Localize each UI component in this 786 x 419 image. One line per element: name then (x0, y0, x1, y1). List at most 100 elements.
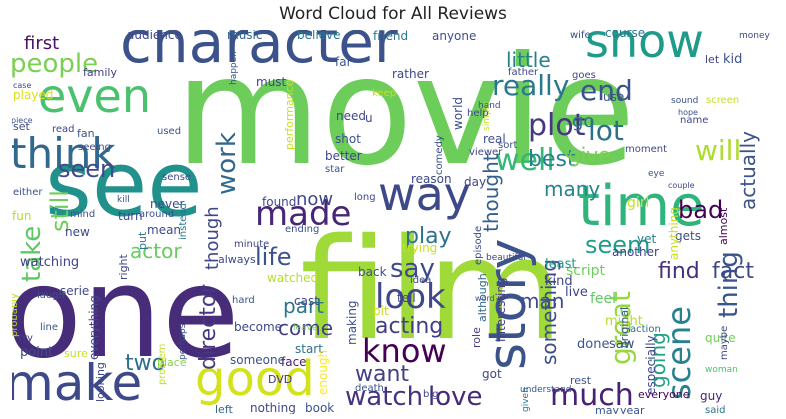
word-gets: gets (675, 229, 701, 243)
word-happen: happen (229, 51, 239, 85)
word-let: let (705, 53, 720, 66)
word-bit: bit (373, 304, 389, 318)
word-said: said (705, 405, 725, 414)
word-must: must (256, 75, 287, 89)
word-kind: kind (545, 274, 573, 289)
word-goes: goes (572, 70, 596, 81)
word-script: script (566, 263, 606, 279)
word-come: come (278, 316, 333, 340)
word-acting: acting (375, 314, 443, 339)
word-man: man (520, 289, 564, 313)
word-make: make (12, 354, 142, 412)
word-episode: episode (473, 226, 484, 265)
word-tell: tell (397, 291, 416, 305)
word-movie: movie (175, 30, 636, 199)
word-place: place (157, 356, 187, 369)
word-use: use (603, 90, 624, 104)
word-dvd: DVD (268, 373, 292, 386)
word-seem: seem (585, 231, 650, 259)
word-money: money (739, 31, 771, 41)
word-given: given (521, 387, 531, 412)
word-action: action (630, 324, 661, 335)
word-one: one (12, 239, 239, 386)
word-back: back (358, 265, 387, 279)
word-saw: saw (609, 337, 635, 352)
word-two: two (125, 351, 165, 376)
word-rather: rather (392, 67, 429, 81)
word-film: film (300, 209, 563, 372)
word-always: always (218, 253, 256, 266)
word-yet: yet (637, 232, 656, 246)
word-trying: trying (402, 241, 437, 255)
word-making: making (345, 300, 359, 345)
word-word: word (475, 294, 495, 303)
word-quite: quite (705, 331, 736, 345)
word-hard: hard (232, 295, 255, 306)
word-day: day (464, 175, 486, 189)
word-good: good (195, 351, 315, 407)
word-sense: sense (162, 172, 191, 183)
word-lot: lot (588, 114, 624, 147)
word-many: many (544, 177, 600, 201)
word-much: much (550, 378, 634, 413)
word-might: might (605, 314, 643, 329)
word-look: look (375, 277, 446, 317)
word-another: another (612, 245, 659, 259)
word-eye: eye (648, 169, 665, 179)
word-hand: hand (478, 101, 501, 111)
word-fact: fact (712, 259, 754, 284)
word-death: death (355, 383, 384, 394)
word-thing: thing (714, 251, 744, 318)
word-point: point (20, 345, 53, 360)
word-u: u (365, 111, 373, 125)
word-nothing: nothing (250, 401, 296, 414)
word-everyone: everyone (638, 388, 690, 401)
word-watch: watch (345, 382, 423, 412)
word-instead: instead (178, 203, 189, 240)
word-really: really (492, 69, 569, 102)
word-start: start (295, 342, 323, 356)
word-understand: understand (520, 385, 572, 395)
word-mean: mean (147, 223, 181, 237)
word-better: better (325, 149, 362, 163)
word-though: though (202, 206, 223, 270)
word-problem: problem (157, 344, 168, 385)
word-help: help (467, 108, 489, 119)
word-may: may (595, 404, 619, 414)
word-love: love (428, 382, 483, 412)
word-father: father (508, 67, 539, 78)
word-put: put (136, 231, 149, 250)
word-want: want (355, 362, 409, 387)
word-year: year (620, 404, 645, 414)
word-found: found (262, 195, 296, 209)
word-mind: mind (70, 209, 95, 220)
word-screen: screen (706, 95, 739, 106)
word-seeing: seeing (78, 142, 111, 153)
word-least: least (545, 257, 576, 272)
word-sort: sort (498, 140, 517, 151)
word-couple: couple (668, 181, 695, 190)
word-woman: woman (705, 365, 738, 375)
word-now: now (296, 189, 333, 210)
word-even: even (38, 69, 151, 123)
word-will: will (695, 134, 741, 167)
word-either: either (13, 187, 43, 198)
word-actor: actor (130, 239, 182, 263)
word-show: show (585, 30, 704, 68)
word-find: find (658, 259, 700, 284)
word-looking: looking (94, 362, 107, 402)
word-simply: simply (482, 101, 492, 131)
word-right: right (117, 253, 130, 280)
word-face: face (281, 355, 307, 369)
word-fan: fan (77, 127, 95, 140)
word-perhaps: perhaps (178, 323, 188, 360)
word-try: try (19, 333, 33, 344)
word-someone: someone (230, 353, 285, 367)
word-enough: enough (316, 350, 330, 395)
word-music: music (227, 30, 262, 42)
word-play: play (405, 224, 452, 249)
word-fun: fun (12, 209, 31, 223)
word-viewer: viewer (469, 147, 503, 158)
word-maybe: maybe (719, 326, 730, 360)
